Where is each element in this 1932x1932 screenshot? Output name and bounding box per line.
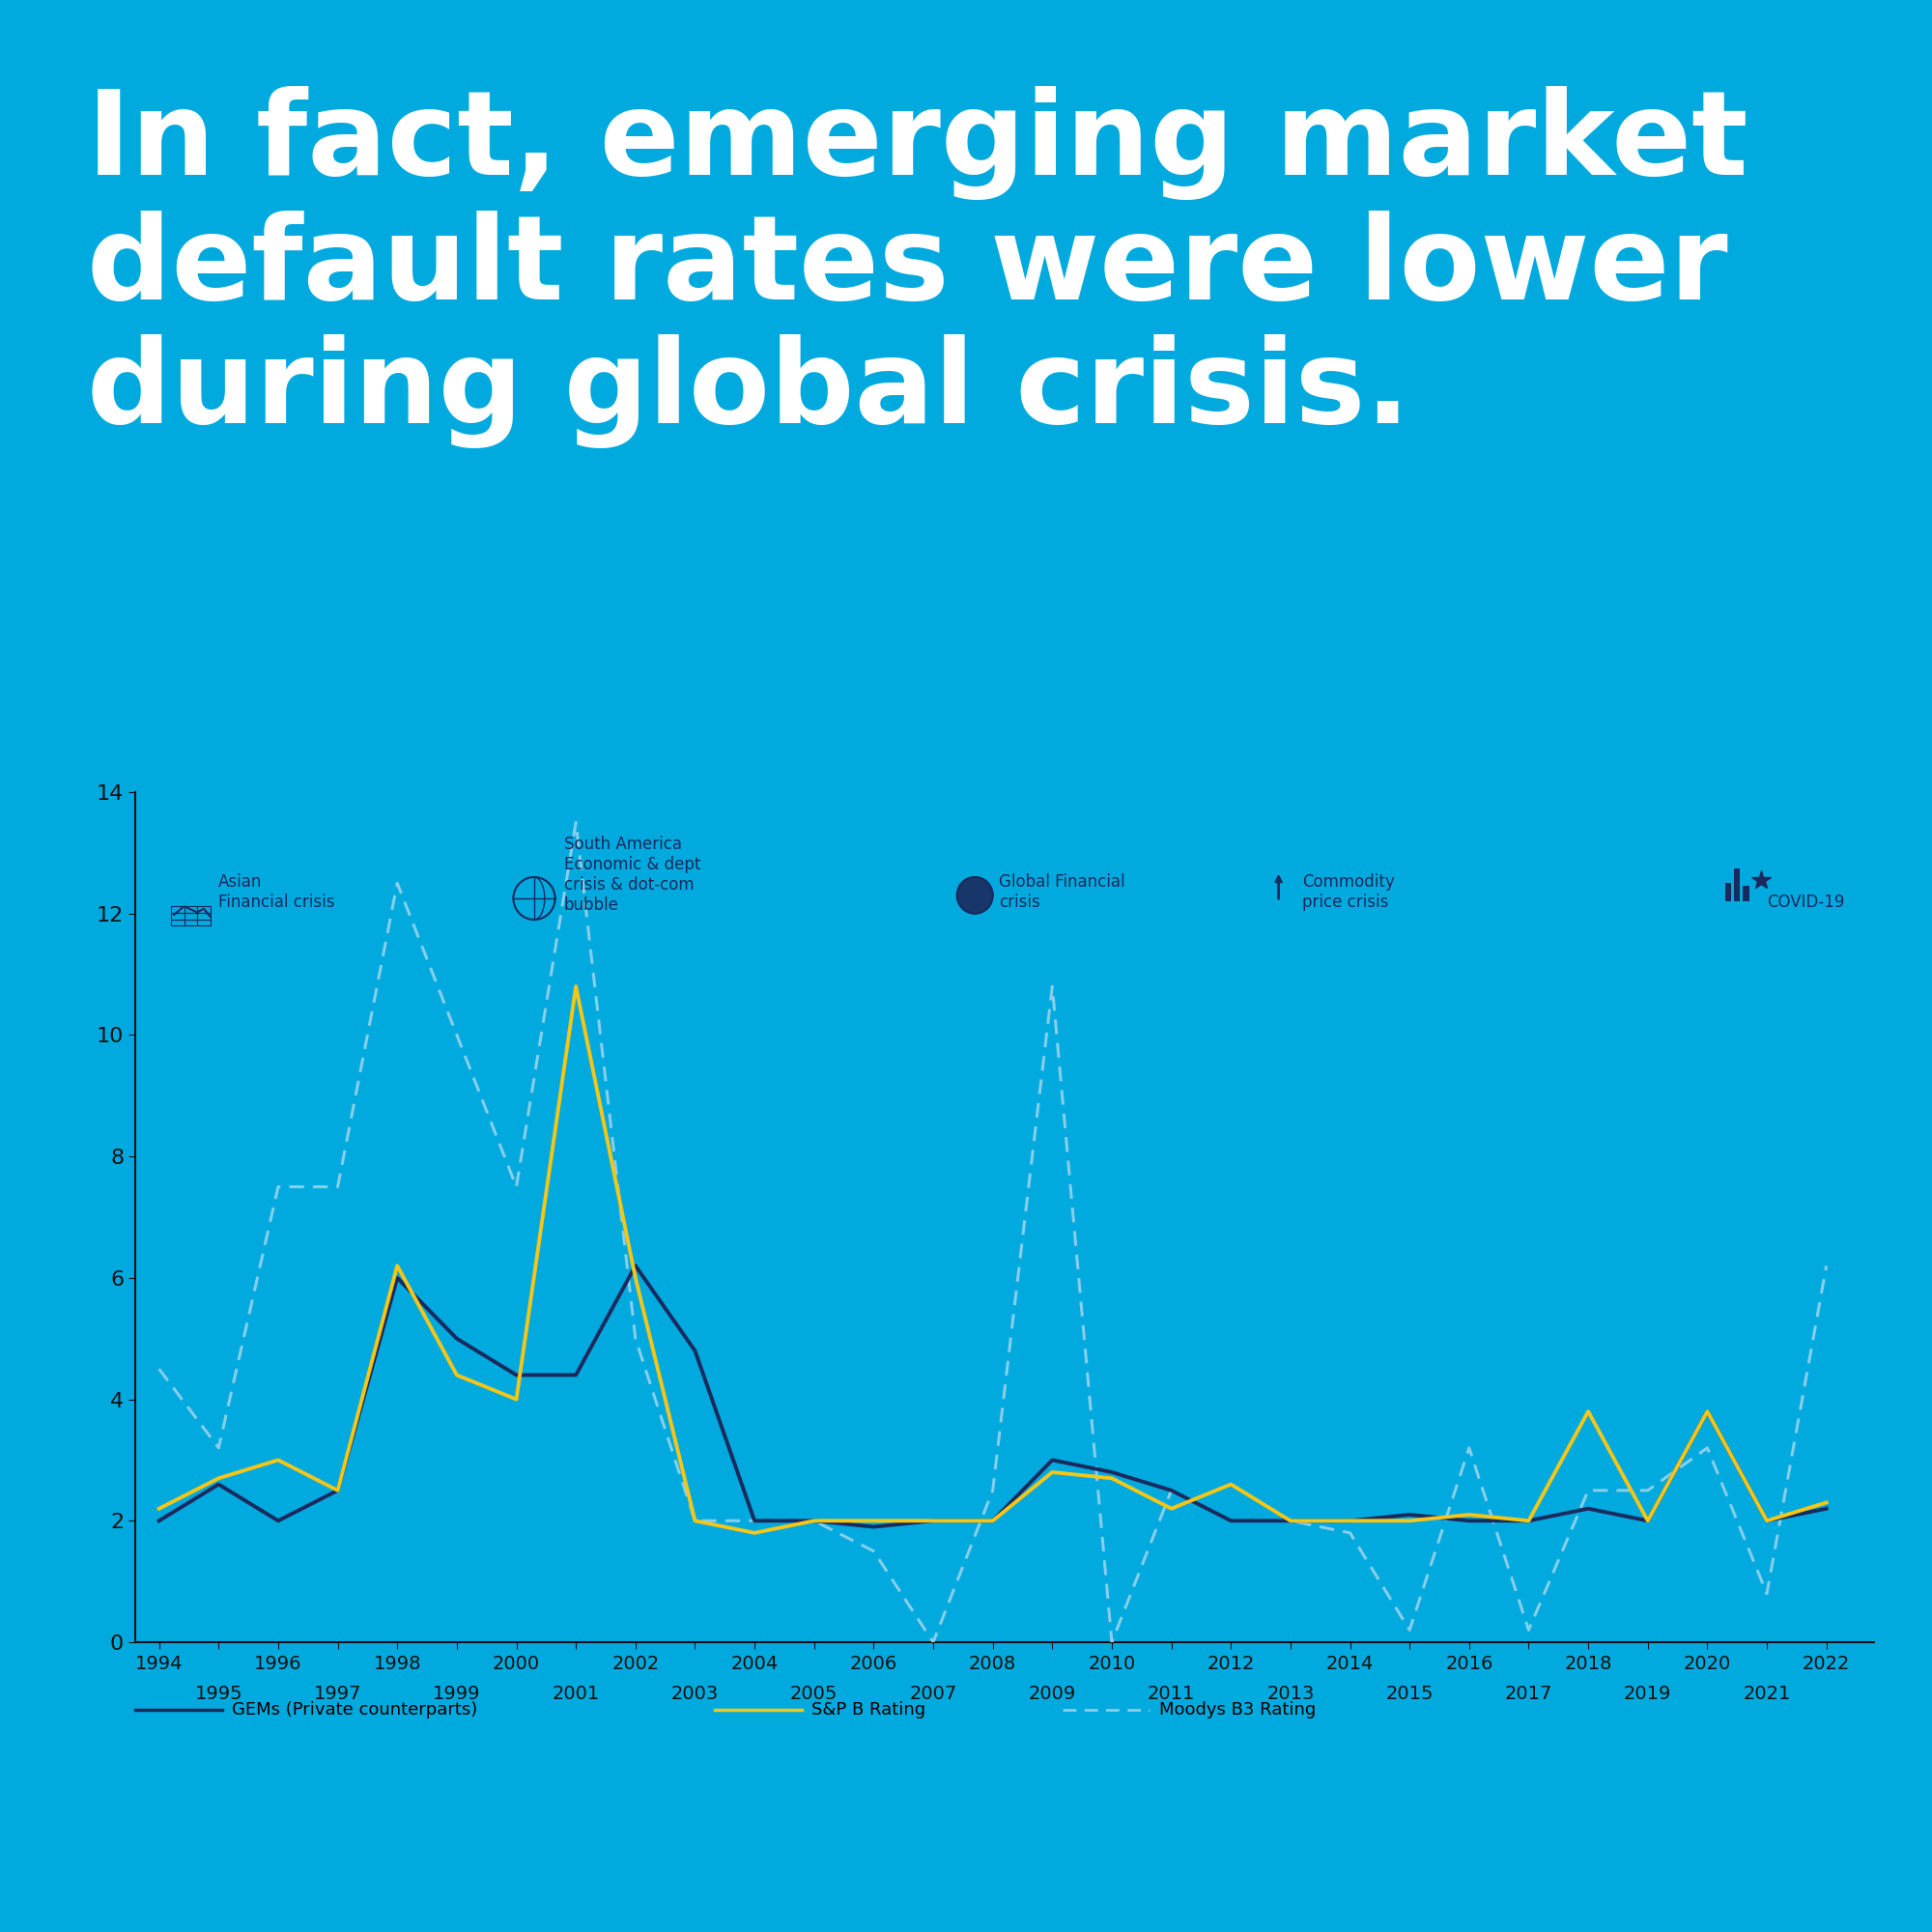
FancyBboxPatch shape <box>1735 867 1741 902</box>
Text: GEMs (Private counterparts): GEMs (Private counterparts) <box>232 1700 477 1719</box>
Text: 2009: 2009 <box>1028 1685 1076 1704</box>
FancyBboxPatch shape <box>1743 887 1748 902</box>
Text: Commodity
price crisis: Commodity price crisis <box>1302 873 1395 910</box>
Text: Asian
Financial crisis: Asian Financial crisis <box>218 873 334 910</box>
Text: Moodys B3 Rating: Moodys B3 Rating <box>1159 1700 1316 1719</box>
Text: S&P B Rating: S&P B Rating <box>811 1700 925 1719</box>
Text: 2001: 2001 <box>553 1685 599 1704</box>
Text: 2005: 2005 <box>790 1685 838 1704</box>
Text: 1997: 1997 <box>313 1685 361 1704</box>
Text: 2017: 2017 <box>1505 1685 1553 1704</box>
Text: South America
Economic & dept
crisis & dot-com
bubble: South America Economic & dept crisis & d… <box>564 837 701 914</box>
Text: 2013: 2013 <box>1267 1685 1314 1704</box>
Text: Global Financial
crisis: Global Financial crisis <box>999 873 1124 910</box>
Text: 2003: 2003 <box>670 1685 719 1704</box>
Polygon shape <box>956 877 993 914</box>
Text: 2021: 2021 <box>1743 1685 1791 1704</box>
Text: 1995: 1995 <box>195 1685 243 1704</box>
Text: 1999: 1999 <box>433 1685 481 1704</box>
Text: In fact, emerging market
default rates were lower
during global crisis.: In fact, emerging market default rates w… <box>87 85 1748 448</box>
Text: 2019: 2019 <box>1625 1685 1671 1704</box>
Text: COVID-19: COVID-19 <box>1768 893 1845 910</box>
Text: 2015: 2015 <box>1385 1685 1434 1704</box>
FancyBboxPatch shape <box>1725 883 1731 902</box>
Text: 2007: 2007 <box>910 1685 956 1704</box>
Text: 2011: 2011 <box>1148 1685 1196 1704</box>
